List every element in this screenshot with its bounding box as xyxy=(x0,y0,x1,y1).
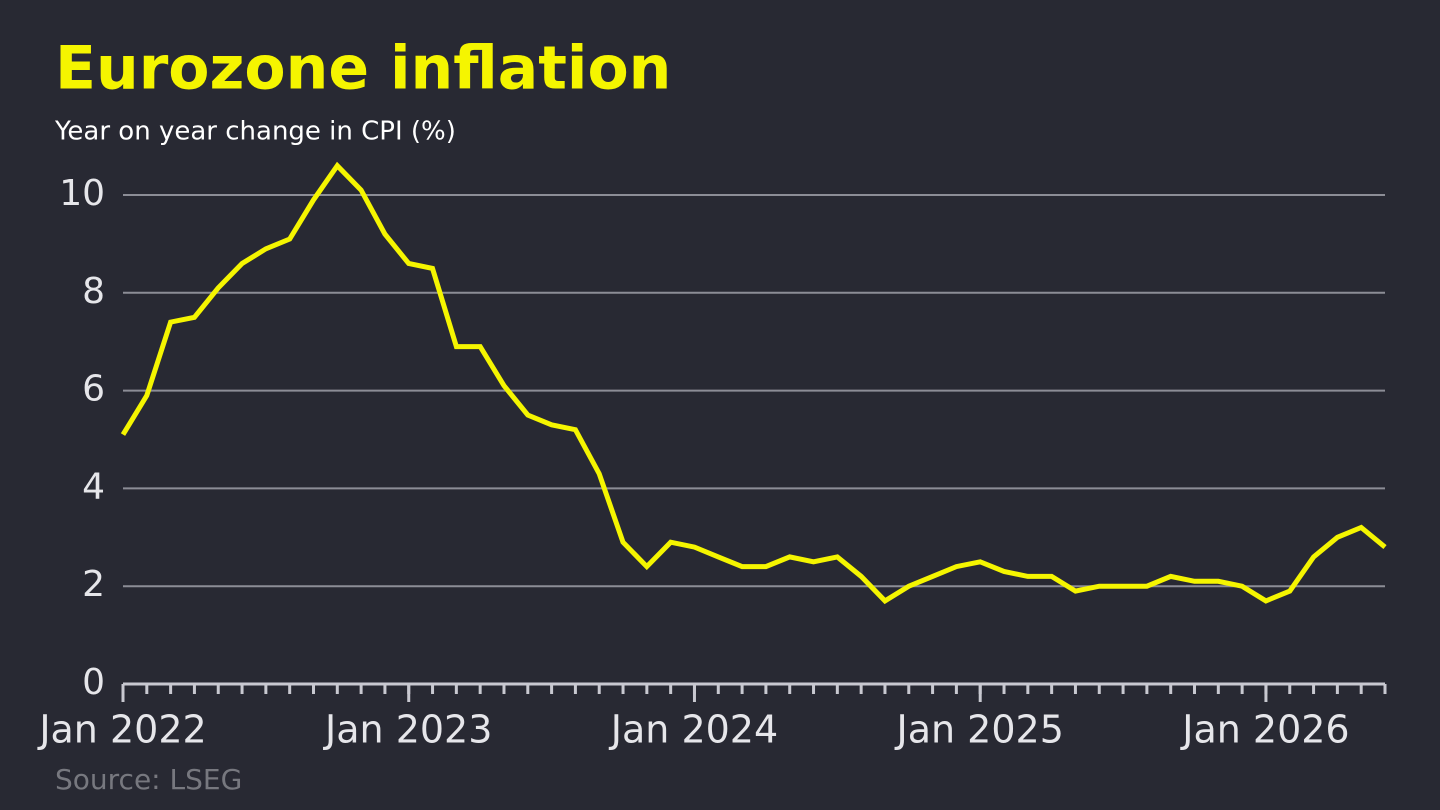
y-tick-label: 0 xyxy=(82,662,105,703)
x-tick-label: Jan 2025 xyxy=(895,708,1064,752)
y-tick-label: 2 xyxy=(82,564,105,605)
x-tick-label: Jan 2026 xyxy=(1180,708,1349,752)
y-tick-label: 8 xyxy=(82,271,105,312)
y-tick-label: 4 xyxy=(82,466,105,507)
x-tick-label: Jan 2023 xyxy=(323,708,492,752)
chart-subtitle: Year on year change in CPI (%) xyxy=(54,117,456,147)
line-series xyxy=(120,161,1387,605)
x-tick-label: Jan 2024 xyxy=(609,708,778,752)
x-tick-label: Jan 2022 xyxy=(37,708,206,752)
source: Source: LSEG xyxy=(55,763,242,796)
y-tick-label: 10 xyxy=(59,173,105,214)
y-tick-label: 6 xyxy=(82,369,105,410)
chart-title: Eurozone inflation xyxy=(55,34,671,104)
